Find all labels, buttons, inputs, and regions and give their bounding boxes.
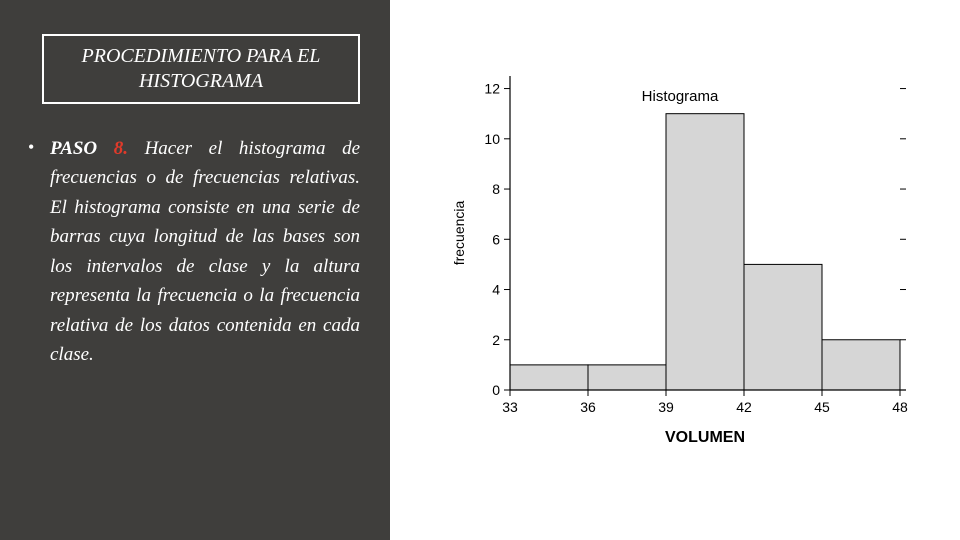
y-tick-label: 4	[492, 282, 500, 298]
x-tick-label: 48	[892, 399, 908, 415]
x-tick-label: 42	[736, 399, 752, 415]
x-tick-label: 45	[814, 399, 830, 415]
step-label: PASO	[50, 138, 97, 159]
title-box: PROCEDIMIENTO PARA EL HISTOGRAMA	[42, 34, 360, 104]
histogram-bar	[588, 365, 666, 390]
chart-container: Histograma 0 2 4 6 8 10 12 33 36 39 42 45 48 VOLUMEN f…	[440, 70, 920, 490]
step-text: PASO 8. Hacer el histograma de frecuenci…	[50, 134, 360, 370]
y-tick-label: 2	[492, 332, 500, 348]
bullet-char: •	[28, 134, 42, 370]
x-tick-label: 39	[658, 399, 674, 415]
histogram-chart: 0 2 4 6 8 10 12 33 36 39 42 45 48 VOLUMEN frecuencia	[440, 70, 920, 490]
slide: PROCEDIMIENTO PARA EL HISTOGRAMA • PASO …	[0, 0, 960, 540]
left-panel: PROCEDIMIENTO PARA EL HISTOGRAMA • PASO …	[0, 0, 390, 540]
histogram-bar	[822, 340, 900, 390]
y-tick-label: 10	[484, 131, 500, 147]
histogram-bar	[510, 365, 588, 390]
x-tick-label: 36	[580, 399, 596, 415]
y-tick-label: 0	[492, 382, 500, 398]
bullet-item: • PASO 8. Hacer el histograma de frecuen…	[24, 134, 366, 370]
step-body: Hacer el histograma de frecuencias o de …	[50, 138, 360, 365]
right-panel: Histograma 0 2 4 6 8 10 12 33 36 39 42 45 48 VOLUMEN f…	[390, 0, 960, 540]
y-tick-label: 8	[492, 181, 500, 197]
step-number: 8.	[114, 138, 128, 159]
title-line-2: HISTOGRAMA	[54, 69, 348, 94]
y-tick-label: 12	[484, 81, 500, 97]
x-tick-label: 33	[502, 399, 518, 415]
y-axis-label: frecuencia	[451, 200, 467, 265]
histogram-bar	[744, 264, 822, 390]
title-line-1: PROCEDIMIENTO PARA EL	[54, 44, 348, 69]
histogram-bar	[666, 114, 744, 390]
chart-title: Histograma	[642, 88, 719, 105]
x-axis-label: VOLUMEN	[665, 429, 745, 446]
y-tick-label: 6	[492, 231, 500, 247]
